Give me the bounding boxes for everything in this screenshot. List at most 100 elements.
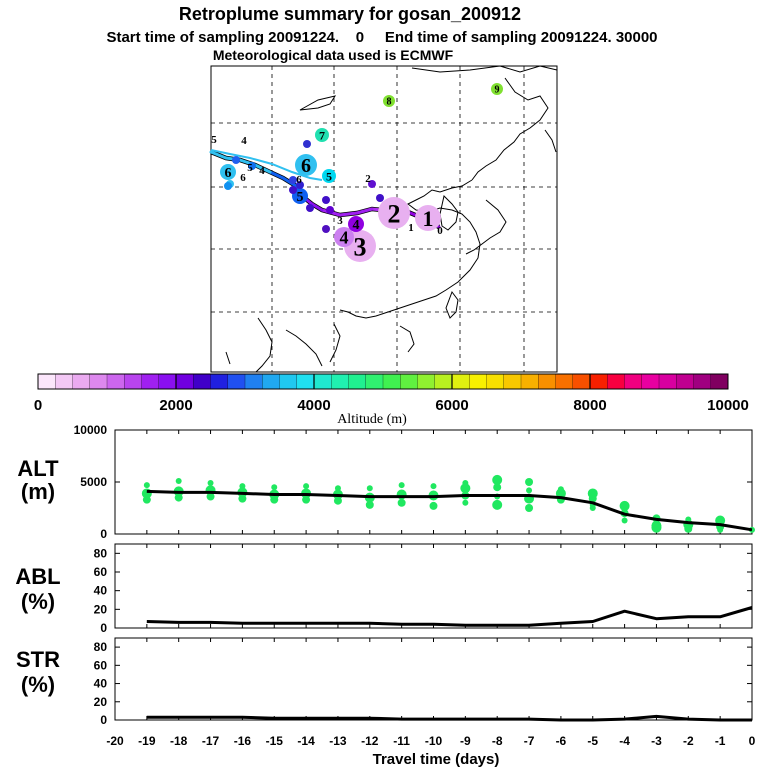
coastline-northeast (471, 77, 549, 181)
sampling-times: Start time of sampling 20091224. 0 End t… (106, 29, 657, 46)
colorbar-cell (417, 373, 436, 390)
scatter-point (143, 482, 150, 489)
scatter-point (587, 488, 598, 499)
y-tick-label: 40 (94, 677, 108, 691)
colorbar-cell (313, 373, 332, 390)
colorbar-cell (210, 373, 229, 390)
y-tick-label: 60 (94, 658, 108, 672)
colorbar-cell (296, 373, 315, 390)
x-tick-label: -4 (619, 734, 630, 748)
day-label: 6 (296, 174, 302, 186)
colorbar-cell (486, 373, 505, 390)
trajectory-segment (310, 202, 324, 212)
scatter-point (462, 499, 469, 506)
scatter-point (526, 487, 533, 494)
colorbar-cell (538, 373, 556, 390)
scatter-point (557, 486, 564, 493)
scatter-point (366, 485, 373, 492)
x-tick-label: -8 (492, 734, 503, 748)
str-panel-title: STR (16, 647, 60, 672)
cluster-label: 9 (495, 85, 500, 96)
x-tick-label: -15 (266, 734, 284, 748)
colorbar-tick-label: 10000 (707, 397, 749, 414)
coastline-hainan (399, 325, 415, 353)
coastline-north (411, 65, 558, 73)
x-tick-label: -16 (234, 734, 252, 748)
coastline-sakhalin (544, 129, 557, 153)
series-line (146, 714, 752, 722)
colorbar-cell (89, 373, 108, 390)
scatter-point (492, 474, 503, 485)
x-tick-label: -1 (715, 734, 726, 748)
colorbar-cell (451, 373, 470, 390)
scatter-point (717, 526, 724, 533)
cluster-marker (378, 197, 410, 229)
scatter-point (271, 484, 278, 491)
y-tick-label: 20 (94, 602, 108, 616)
cluster-label: 5 (326, 169, 332, 183)
x-tick-label: -2 (683, 734, 694, 748)
abl-panel: ABL (%) 0 20 40 60 80 (15, 543, 753, 635)
meteorological-data: Meteorological data used is ECMWF (213, 47, 454, 63)
day-label: 4 (241, 135, 247, 147)
coastline-china (339, 179, 481, 319)
y-tick-label: 0 (100, 713, 107, 727)
trajectory-secondary (210, 149, 323, 181)
colorbar-cell (572, 373, 591, 390)
colorbar-cell (520, 373, 539, 390)
coastlines (225, 65, 558, 373)
cluster-marker (322, 169, 336, 183)
x-tick-label: -11 (393, 734, 410, 748)
day-label: 0 (437, 225, 443, 237)
cluster-label: 1 (423, 206, 434, 231)
trajectory-segment (209, 150, 228, 160)
scatter-point (525, 478, 534, 486)
colorbar-tick-label: 4000 (297, 397, 330, 414)
coastline-bay (255, 317, 273, 373)
alt-scatter-points (141, 474, 755, 533)
scatter-point (621, 517, 628, 524)
scatter-point (365, 500, 374, 509)
x-axis-label: Travel time (days) (373, 751, 500, 768)
y-tick-label: 80 (94, 546, 108, 560)
colorbar-cell (227, 373, 246, 390)
x-tick-label: -7 (524, 734, 535, 748)
alt-panel-title: ALT (17, 456, 59, 481)
cluster-marker (295, 154, 317, 176)
colorbar-cell (244, 373, 263, 390)
x-tick-label: -17 (202, 734, 220, 748)
colorbar-cell (348, 373, 367, 390)
scatter-point (397, 498, 406, 507)
scatter-point (589, 505, 596, 511)
x-tick-label: -19 (138, 734, 156, 748)
scatter-point (685, 516, 692, 523)
y-tick-label: 0 (100, 527, 107, 541)
day-label: 2 (365, 173, 371, 185)
cluster-label: 4 (353, 218, 360, 233)
coastline-vietnam (329, 323, 341, 363)
scatter-point (651, 520, 662, 531)
colorbar-cell (676, 373, 694, 390)
trajectory-segment (281, 176, 298, 188)
cluster-marker (415, 205, 441, 231)
particle-dot (289, 186, 297, 194)
x-tick-label: -5 (587, 734, 598, 748)
colorbar-cell (175, 373, 194, 390)
cluster-marker (383, 95, 395, 107)
str-panel-frame (114, 637, 753, 721)
colorbar-cell (434, 373, 453, 390)
coastline-lake (299, 95, 337, 111)
scatter-point (334, 485, 341, 492)
trajectory-segment (253, 163, 272, 174)
colorbar-tick-label: 6000 (435, 397, 468, 414)
colorbar-ticks: 0 2000 4000 6000 8000 10000 (34, 374, 749, 414)
x-tick-label: -18 (170, 734, 188, 748)
cluster-label: 4 (340, 227, 349, 247)
colorbar-cell (55, 373, 73, 390)
colorbar-cell (641, 373, 660, 390)
particle-dot (306, 204, 314, 212)
colorbar-cell (400, 373, 418, 390)
